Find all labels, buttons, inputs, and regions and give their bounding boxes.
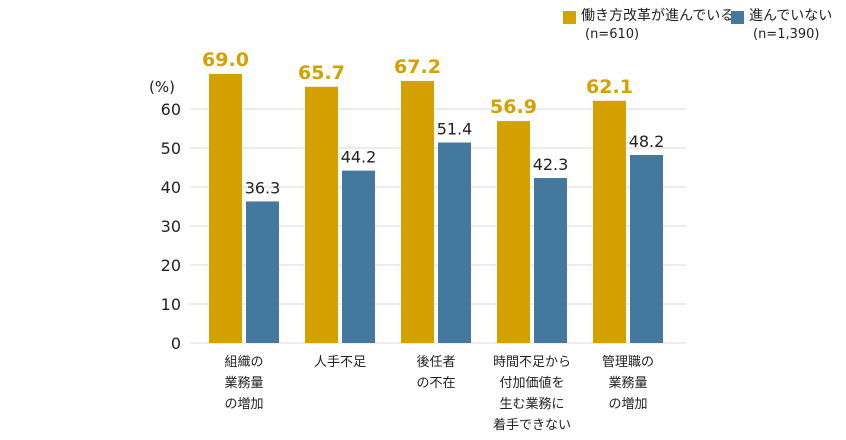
category-label: 付加価値を bbox=[499, 375, 564, 391]
data-label-1: 36.3 bbox=[245, 178, 281, 197]
legend-label-1: 進んでいない bbox=[749, 8, 833, 24]
y-tick-label: 40 bbox=[161, 178, 181, 197]
y-axis-unit-label: (%) bbox=[149, 78, 175, 96]
legend-n-1: (n=1,390) bbox=[753, 27, 820, 42]
category-label: 後任者 bbox=[416, 355, 455, 370]
bar-0 bbox=[305, 86, 338, 344]
legend-label-0: 働き方改革が進んでいる bbox=[581, 8, 735, 24]
y-tick-label: 10 bbox=[161, 295, 181, 314]
data-label-0: 56.9 bbox=[490, 96, 537, 118]
category-label: の不在 bbox=[416, 376, 455, 391]
category-label: 管理職の bbox=[602, 355, 654, 370]
category-label: の増加 bbox=[608, 397, 647, 412]
data-label-1: 42.3 bbox=[533, 155, 569, 174]
y-tick-label: 0 bbox=[171, 334, 181, 353]
data-label-0: 62.1 bbox=[586, 76, 633, 98]
data-label-0: 69.0 bbox=[202, 49, 249, 71]
bar-1 bbox=[246, 201, 279, 343]
category-label: 業務量 bbox=[608, 375, 647, 391]
category-label: 着手できない bbox=[493, 417, 571, 433]
category-label: 組織の bbox=[224, 355, 263, 370]
data-label-1: 51.4 bbox=[437, 120, 473, 139]
legend-n-0: (n=610) bbox=[585, 27, 640, 42]
legend-swatch-1 bbox=[731, 11, 744, 24]
category-label: 人手不足 bbox=[314, 355, 366, 370]
bar-1 bbox=[534, 178, 567, 343]
bar-1 bbox=[342, 170, 375, 343]
bar-0 bbox=[497, 121, 530, 343]
bar-0 bbox=[593, 100, 626, 343]
legend-swatch-0 bbox=[563, 11, 576, 24]
category-label: 生む業務に bbox=[499, 396, 564, 412]
data-label-0: 67.2 bbox=[394, 56, 441, 78]
y-tick-label: 30 bbox=[161, 217, 181, 236]
data-label-0: 65.7 bbox=[298, 62, 345, 84]
y-tick-label: 60 bbox=[161, 100, 181, 119]
bar-1 bbox=[438, 142, 471, 343]
bar-0 bbox=[401, 80, 434, 344]
y-tick-label: 20 bbox=[161, 256, 181, 275]
bar-0 bbox=[209, 73, 242, 344]
data-label-1: 44.2 bbox=[341, 148, 377, 167]
y-tick-label: 50 bbox=[161, 139, 181, 158]
category-label: の増加 bbox=[224, 397, 263, 412]
bar-1 bbox=[630, 155, 663, 343]
category-label: 時間不足から bbox=[493, 355, 571, 370]
category-label: 業務量 bbox=[224, 375, 263, 391]
data-label-1: 48.2 bbox=[629, 132, 665, 151]
